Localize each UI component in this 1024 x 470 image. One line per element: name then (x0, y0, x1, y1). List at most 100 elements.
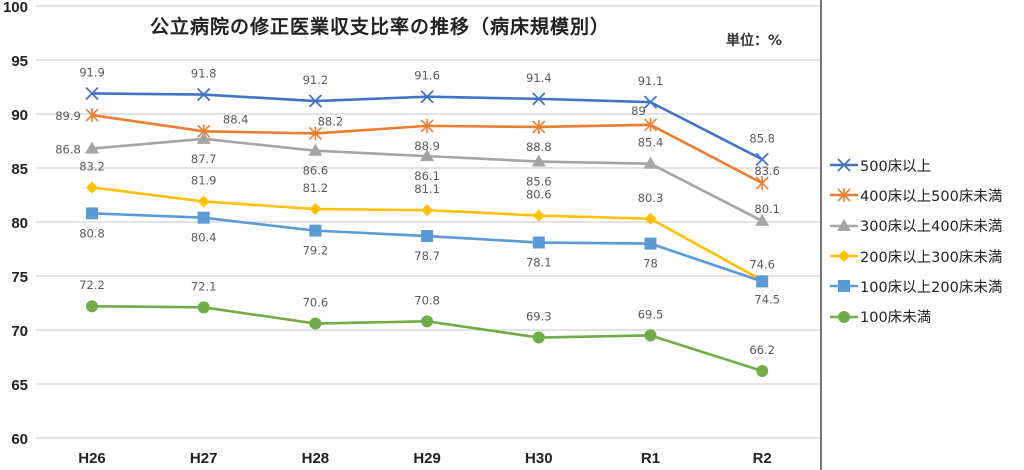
data-label: 69.5 (638, 307, 664, 321)
data-label: 66.2 (749, 343, 775, 357)
y-tick-label: 65 (11, 377, 28, 394)
legend-star-icon (830, 188, 858, 203)
data-label: 91.4 (526, 71, 552, 85)
data-point-marker (532, 236, 545, 249)
data-label: 78 (643, 257, 658, 271)
x-tick-label: H29 (413, 450, 441, 467)
y-tick-label: 100 (3, 0, 28, 16)
legend-circle-icon (830, 310, 858, 323)
data-point-marker (197, 87, 211, 102)
data-point-marker (85, 86, 99, 101)
data-point-marker (532, 331, 545, 344)
data-label: 78.1 (526, 256, 552, 270)
series-2: 86.8 87.7 86.6 86.1 85.6 85.4 80.1 (55, 131, 780, 226)
data-point-marker (420, 90, 434, 104)
y-tick-label: 90 (11, 107, 28, 124)
data-point-marker (309, 203, 322, 216)
series-4: 80.8 80.4 79.2 78.7 78.1 78 74.5 (79, 207, 780, 306)
data-point-marker (421, 315, 434, 328)
legend-label: 500床以上 (860, 158, 932, 175)
data-point-marker (644, 212, 657, 225)
data-point-marker (309, 317, 322, 330)
data-point-marker (197, 195, 210, 208)
x-tick-label: R1 (641, 450, 660, 467)
data-label: 91.6 (414, 69, 440, 83)
unit-label: 単位：% (726, 33, 783, 49)
data-label: 74.5 (754, 292, 780, 306)
data-point-marker (308, 94, 323, 108)
series-0: 91.9 91.8 91.2 91.6 91.4 91.1 85.8 (79, 65, 775, 166)
data-point-marker (309, 224, 322, 237)
legend-triangle-icon (830, 218, 858, 231)
data-label: 81.1 (414, 182, 440, 196)
legend-item: 400床以上500床未満 (830, 180, 1002, 210)
data-point-marker (531, 154, 546, 167)
y-tick-label: 60 (11, 431, 28, 448)
data-point-marker (643, 117, 658, 132)
data-point-marker (86, 300, 98, 313)
data-label: 91.1 (638, 74, 664, 88)
data-label: 88.2 (318, 114, 344, 128)
data-label: 83.6 (754, 164, 780, 178)
data-point-marker (532, 92, 546, 106)
data-point-marker (838, 310, 850, 323)
legend-x-icon (830, 158, 858, 172)
legend: 500床以上 400床以上500床未満 300床以上400床未満 200床以上300床… (830, 150, 1002, 332)
data-label: 80.6 (526, 188, 552, 202)
data-point-marker (756, 365, 769, 378)
data-label: 85.4 (638, 136, 664, 150)
data-label: 86.1 (414, 169, 440, 183)
data-label: 74.6 (749, 257, 775, 271)
series-1: 89.9 88.4 88.2 88.9 88.8 89 83.6 (55, 104, 780, 191)
legend-diamond-icon (830, 250, 858, 263)
data-label: 83.2 (79, 159, 105, 173)
series-5: 72.2 72.1 70.6 70.8 69.3 69.5 66.2 (79, 278, 775, 378)
data-point-marker (837, 158, 851, 172)
data-label: 80.1 (754, 202, 780, 216)
data-label: 70.6 (303, 296, 329, 310)
data-label: 70.8 (414, 293, 440, 307)
data-label: 81.2 (303, 181, 329, 195)
data-label: 85.6 (526, 175, 552, 189)
legend-item: 100床以上200床未満 (830, 271, 1002, 301)
data-point-marker (755, 152, 769, 166)
legend-label: 300床以上400床未満 (860, 219, 1003, 236)
data-point-marker (85, 108, 99, 123)
data-label: 78.7 (414, 249, 440, 263)
legend-label: 200床以上300床未満 (860, 249, 1003, 266)
data-point-marker (86, 181, 98, 194)
data-point-marker (643, 156, 658, 169)
data-label: 89 (631, 104, 646, 118)
y-tick-label: 80 (11, 215, 28, 232)
data-label: 80.8 (79, 226, 105, 240)
data-point-marker (838, 250, 850, 263)
legend-square-icon (830, 280, 858, 293)
y-tick-label: 95 (11, 53, 28, 70)
y-tick-label: 70 (11, 323, 28, 340)
data-label: 91.2 (303, 73, 329, 87)
legend-item: 300床以上400床未満 (830, 211, 1002, 241)
y-tick-label: 75 (11, 269, 28, 286)
data-point-marker (837, 188, 851, 203)
series-3: 83.2 81.9 81.2 81.1 80.6 80.3 74.6 (79, 159, 775, 287)
data-label: 88.4 (223, 112, 249, 126)
data-label: 89.9 (55, 109, 81, 123)
data-point-marker (308, 143, 323, 156)
data-label: 86.8 (55, 143, 81, 157)
data-point-marker (420, 149, 435, 162)
x-tick-label: H30 (525, 450, 553, 467)
data-point-marker (86, 207, 98, 220)
data-label: 72.2 (79, 278, 105, 292)
y-tick-label: 85 (11, 161, 28, 178)
x-tick-label: R2 (753, 450, 772, 467)
x-tick-label: H28 (302, 450, 330, 467)
data-point-marker (85, 141, 99, 154)
data-label: 86.6 (303, 164, 329, 178)
x-tick-label: H26 (78, 450, 106, 467)
data-label: 80.4 (191, 231, 217, 245)
x-tick-label: H27 (190, 450, 218, 467)
data-label: 88.8 (526, 140, 552, 154)
data-point-marker (644, 237, 657, 250)
data-label: 88.9 (414, 139, 440, 153)
